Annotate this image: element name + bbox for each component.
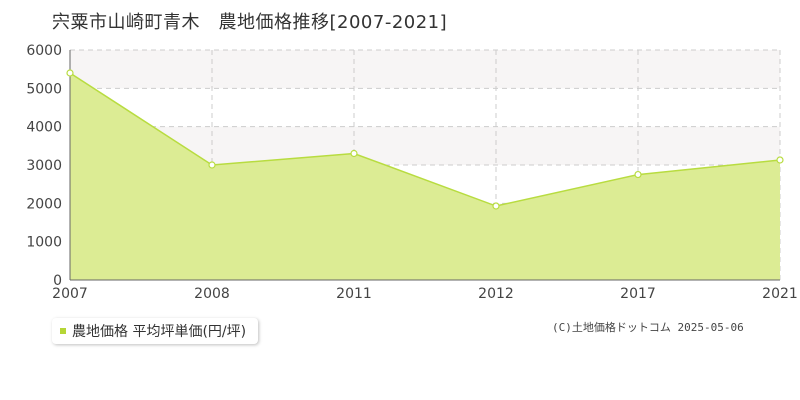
copyright-credit: (C)土地価格ドットコム 2025-05-06 (552, 321, 744, 334)
series-line (69, 72, 781, 207)
legend-swatch (60, 328, 66, 334)
y-tick-label: 0 (53, 273, 62, 289)
y-tick-label: 1000 (26, 235, 62, 251)
data-point (208, 161, 216, 169)
y-tick-label: 3000 (26, 158, 62, 174)
legend: 農地価格 平均坪単価(円/坪) (52, 318, 259, 344)
y-tick-label: 4000 (26, 120, 62, 136)
axes (69, 50, 780, 281)
y-tick-label: 6000 (26, 43, 62, 59)
data-point (776, 156, 784, 164)
x-tick-label: 2021 (762, 286, 798, 300)
area-fill (70, 73, 780, 280)
x-tick-label: 2017 (620, 286, 656, 300)
legend-label: 農地価格 平均坪単価(円/坪) (72, 324, 247, 340)
data-point (350, 149, 358, 158)
data-points (66, 69, 784, 210)
area-chart: 0 1000 2000 3000 4000 5000 6000 2007 2008 2011 201… (26, 43, 797, 300)
data-point (66, 69, 74, 77)
y-tick-label: 5000 (26, 81, 62, 97)
x-tick-label: 2011 (336, 286, 372, 300)
area-series (69, 72, 781, 280)
data-point (492, 202, 500, 210)
x-tick-label: 2012 (478, 286, 514, 300)
data-point (634, 170, 642, 179)
plot-band (70, 50, 780, 89)
x-tick-label: 2007 (52, 286, 88, 300)
tick-labels: 0 1000 2000 3000 4000 5000 6000 2007 2008 2011 201… (26, 43, 797, 300)
x-tick-label: 2008 (194, 286, 230, 300)
chart-title: 宍粟市山崎町青木 農地価格推移[2007-2021] (52, 12, 448, 33)
y-tick-label: 2000 (26, 196, 62, 212)
